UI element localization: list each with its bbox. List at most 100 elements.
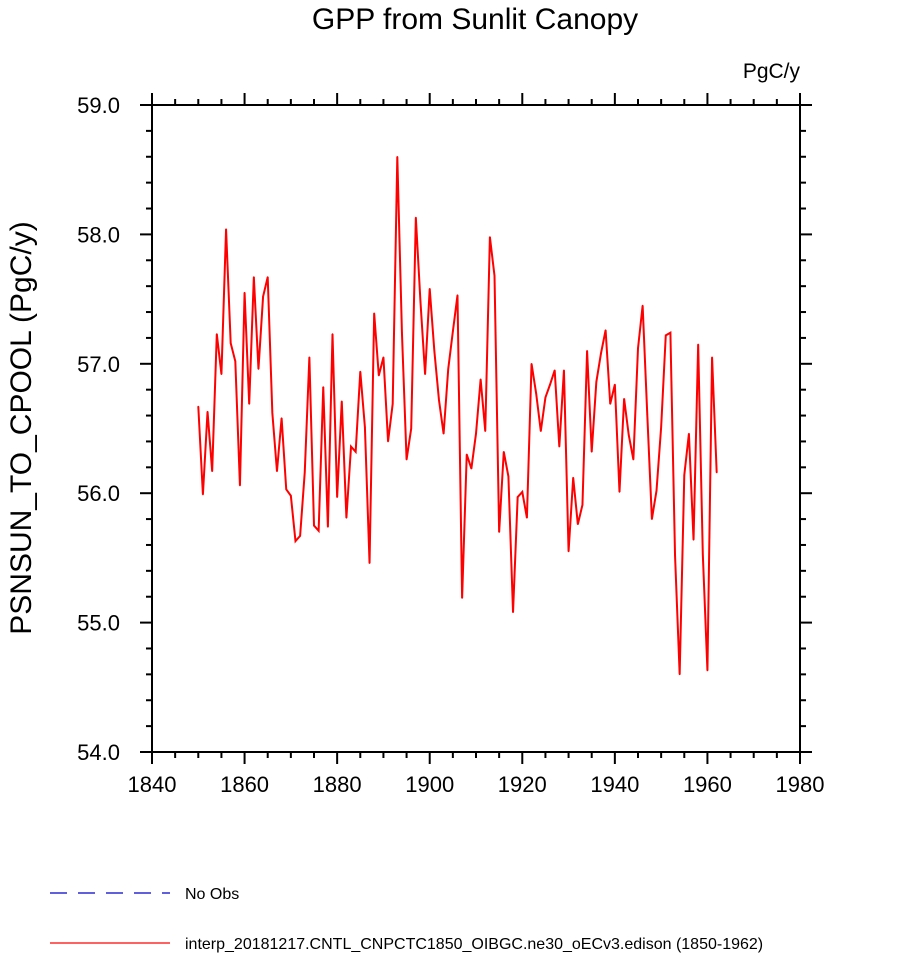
x-tick-label: 1900 xyxy=(405,772,454,797)
data-point xyxy=(428,287,431,290)
data-point xyxy=(294,540,297,542)
x-tick-label: 1860 xyxy=(220,772,269,797)
data-point xyxy=(461,597,463,599)
y-tick-label: 54.0 xyxy=(77,740,120,765)
data-point xyxy=(382,356,385,359)
data-point xyxy=(600,352,602,355)
data-point xyxy=(401,331,403,334)
data-point xyxy=(331,333,334,335)
x-tick-label: 1960 xyxy=(683,772,732,797)
data-point xyxy=(549,383,551,386)
data-point xyxy=(558,445,561,448)
data-point xyxy=(327,526,329,528)
data-point xyxy=(253,276,255,278)
data-point xyxy=(350,445,352,448)
data-point xyxy=(627,434,630,436)
data-point xyxy=(623,397,625,400)
data-point xyxy=(688,432,690,435)
data-point xyxy=(586,350,588,352)
data-point xyxy=(419,300,422,303)
data-point xyxy=(243,291,246,294)
data-point xyxy=(202,493,204,496)
data-point xyxy=(595,381,598,383)
data-point xyxy=(590,450,593,453)
y-tick-label: 55.0 xyxy=(77,611,120,636)
units-label: PgC/y xyxy=(743,60,801,83)
data-point xyxy=(711,356,713,359)
data-point xyxy=(280,417,283,419)
data-point xyxy=(526,516,528,519)
data-point xyxy=(521,491,524,493)
data-point xyxy=(290,494,292,497)
data-point xyxy=(396,155,399,158)
data-point xyxy=(498,531,500,533)
data-point xyxy=(364,426,366,429)
data-point xyxy=(452,330,454,333)
data-point xyxy=(368,562,371,564)
data-point xyxy=(604,329,607,331)
data-point xyxy=(317,529,320,532)
data-point xyxy=(211,470,213,473)
data-point xyxy=(239,484,241,487)
data-point xyxy=(535,392,537,395)
data-point xyxy=(456,294,459,297)
data-point xyxy=(285,488,288,491)
data-point xyxy=(493,275,496,277)
data-point xyxy=(540,430,542,432)
data-point xyxy=(447,368,450,370)
x-tick-label: 1940 xyxy=(590,772,639,797)
data-point xyxy=(345,516,348,519)
data-point xyxy=(683,474,686,476)
data-point xyxy=(618,491,621,493)
data-point xyxy=(614,383,616,386)
data-point xyxy=(248,403,250,405)
data-point xyxy=(715,471,718,474)
data-point xyxy=(303,471,306,474)
x-tick-label: 1920 xyxy=(498,772,547,797)
data-point xyxy=(465,453,468,456)
y-tick-label: 57.0 xyxy=(77,352,120,377)
data-point xyxy=(674,554,676,557)
data-point xyxy=(669,331,672,334)
data-point xyxy=(433,350,436,352)
data-point xyxy=(229,342,232,344)
data-point xyxy=(378,374,380,377)
data-point xyxy=(577,523,579,526)
data-point xyxy=(438,399,440,401)
data-point xyxy=(512,611,514,614)
data-point xyxy=(660,426,662,429)
x-tick-label: 1840 xyxy=(128,772,177,797)
data-point xyxy=(220,373,223,375)
data-point xyxy=(706,669,709,672)
legend-label: interp_20181217.CNTL_CNPCTC1850_OIBGC.ne… xyxy=(185,936,763,953)
data-point xyxy=(373,312,375,315)
data-point xyxy=(336,496,338,498)
data-point xyxy=(553,369,556,372)
data-point xyxy=(609,403,612,405)
data-point xyxy=(702,553,704,555)
data-point xyxy=(641,304,644,307)
data-point xyxy=(502,450,505,453)
data-point xyxy=(655,489,658,492)
data-point xyxy=(678,673,681,676)
data-point xyxy=(581,504,584,506)
data-point xyxy=(424,373,426,375)
data-point xyxy=(415,216,417,219)
data-point xyxy=(391,403,394,405)
x-tick-label: 1980 xyxy=(776,772,825,797)
data-point xyxy=(489,236,491,238)
data-point xyxy=(308,356,311,359)
data-point xyxy=(516,496,519,498)
y-tick-label: 56.0 xyxy=(77,481,120,506)
data-point xyxy=(387,440,389,443)
data-point xyxy=(299,535,301,537)
data-point xyxy=(257,368,260,370)
legend-label: No Obs xyxy=(185,886,239,903)
data-point xyxy=(313,524,315,527)
data-point xyxy=(405,458,408,461)
data-point xyxy=(637,347,639,350)
data-point xyxy=(530,363,533,365)
data-point xyxy=(544,396,547,399)
